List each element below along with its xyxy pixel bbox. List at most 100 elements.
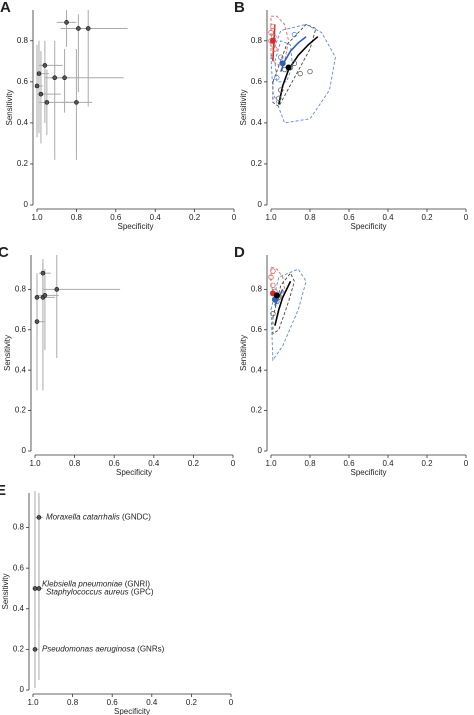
y-tick-label: 0.2 — [13, 644, 25, 653]
x-tick-label: 0.4 — [150, 213, 162, 222]
x-tick-label: 0.2 — [188, 459, 200, 468]
study-point — [42, 293, 48, 298]
study-point — [32, 586, 38, 591]
species-name: Moraxella catarrhalis — [46, 512, 120, 521]
study-point — [34, 319, 40, 324]
y-axis-label: Sensitivity — [5, 89, 14, 125]
point-label: Klebsiella pneumoniae (GNRI) — [42, 580, 150, 589]
panel: B 0 0.2 0.4 0.6 0.8 1.0 0.8 0.6 0.4 0.2 0 Specificit… — [234, 0, 469, 231]
study-point — [62, 75, 67, 81]
x-tick-label: 0 — [464, 213, 469, 222]
panel-letter: A — [0, 0, 11, 16]
y-tick-label: 0.2 — [17, 159, 29, 168]
panel-letter: B — [234, 0, 245, 16]
x-tick-label: 0.2 — [186, 698, 198, 707]
species-name: Klebsiella pneumoniae — [42, 580, 123, 589]
x-tick-label: 0.8 — [71, 213, 83, 222]
y-tick-label: 0.4 — [251, 365, 263, 374]
study-point — [74, 100, 79, 105]
y-tick-label: 0.4 — [251, 118, 263, 127]
x-tick-label: 1.0 — [29, 459, 41, 468]
y-tick-label: 0.8 — [13, 523, 25, 532]
group-code: (GNDC) — [122, 512, 151, 521]
study-point — [270, 282, 276, 289]
study-point — [34, 83, 40, 89]
x-tick-label: 0.4 — [146, 698, 158, 707]
study-point — [64, 20, 69, 25]
x-tick-label: 0.6 — [107, 698, 119, 707]
x-tick-label: 0 — [231, 459, 236, 468]
study-point — [36, 71, 42, 76]
y-tick-label: 0.2 — [15, 406, 27, 415]
study-point — [34, 295, 40, 300]
species-name: Pseudomonas aeruginosa — [42, 644, 136, 653]
study-point — [291, 60, 298, 67]
x-tick-label: 1.0 — [27, 698, 39, 707]
study-point — [297, 70, 303, 77]
y-tick-label: 0 — [258, 200, 263, 209]
y-tick-label: 0.6 — [17, 77, 29, 86]
y-tick-label: 0.8 — [251, 284, 263, 293]
y-tick-label: 0.2 — [251, 406, 263, 415]
x-tick-label: 0 — [464, 459, 469, 468]
x-tick-label: 0.8 — [304, 459, 316, 468]
x-tick-label: 0.6 — [109, 459, 121, 468]
y-tick-label: 0 — [258, 446, 263, 455]
study-point — [270, 310, 276, 317]
x-axis-label: Specificity — [116, 468, 152, 477]
y-tick-label: 0.4 — [17, 118, 29, 127]
study-point — [38, 91, 44, 97]
panel: C 0 0.2 0.4 0.6 0.8 1.0 0.8 0.6 0.4 0.2 0 Specificit… — [0, 244, 236, 477]
confidence-region — [272, 272, 295, 335]
panel-letter: E — [0, 482, 6, 499]
study-point — [85, 26, 91, 31]
group-code: (GNRs) — [137, 644, 164, 653]
sroc-curve — [278, 36, 319, 105]
x-axis-label: Specificity — [117, 222, 153, 231]
summary-point — [269, 37, 276, 44]
point-label: Moraxella catarrhalis (GNDC) — [46, 512, 151, 521]
point-label: Staphylococcus aureus (GPC) — [46, 588, 154, 597]
confidence-region — [270, 268, 307, 362]
x-axis-label: Specificity — [350, 468, 386, 477]
y-axis-label: Sensitivity — [239, 335, 248, 371]
y-tick-label: 0.8 — [17, 36, 29, 45]
x-tick-label: 0.6 — [343, 459, 355, 468]
y-tick-label: 0.4 — [13, 604, 25, 613]
study-point — [276, 95, 282, 101]
y-tick-label: 0.6 — [13, 563, 25, 572]
study-point — [36, 515, 42, 520]
study-point — [274, 75, 280, 81]
study-point — [272, 46, 278, 52]
y-tick-label: 0 — [20, 685, 25, 694]
x-tick-label: 0.8 — [67, 698, 79, 707]
summary-point — [285, 64, 292, 71]
x-tick-label: 0.4 — [382, 213, 394, 222]
y-tick-label: 0.2 — [251, 159, 263, 168]
study-point — [268, 274, 274, 280]
study-point — [40, 270, 46, 276]
study-point — [76, 26, 81, 31]
x-tick-label: 0.4 — [148, 459, 160, 468]
x-tick-label: 1.0 — [31, 213, 43, 222]
x-tick-label: 0 — [232, 213, 237, 222]
x-tick-label: 1.0 — [265, 459, 277, 468]
study-point — [268, 29, 274, 36]
x-tick-label: 0.6 — [343, 213, 355, 222]
x-tick-label: 0 — [229, 698, 234, 707]
panel-letter: D — [234, 244, 245, 261]
confidence-region — [270, 266, 286, 298]
x-axis-label: Specificity — [114, 707, 150, 715]
y-tick-label: 0.6 — [251, 325, 263, 334]
x-tick-label: 1.0 — [265, 213, 277, 222]
study-point — [307, 68, 313, 75]
study-point — [32, 647, 38, 652]
study-point — [54, 287, 60, 292]
study-point — [44, 100, 50, 105]
x-axis-label: Specificity — [350, 222, 386, 231]
y-axis-label: Sensitivity — [1, 573, 10, 609]
sroc-curve — [274, 280, 292, 326]
panel: E 0 0.2 0.4 0.6 0.8 1.0 0.8 0.6 0.4 0.2 0 Specificit… — [0, 482, 234, 715]
x-tick-label: 0.8 — [304, 213, 316, 222]
